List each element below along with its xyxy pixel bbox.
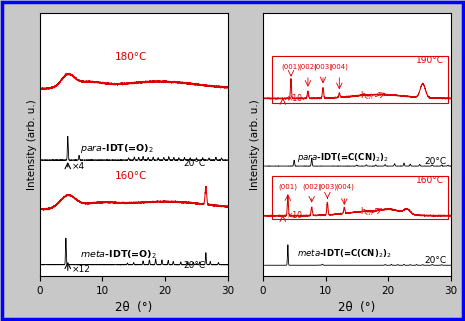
Text: (003): (003) — [313, 63, 332, 70]
Text: ×10: ×10 — [287, 94, 303, 103]
Text: 20°C: 20°C — [424, 157, 446, 166]
Text: ×4: ×4 — [72, 162, 85, 171]
X-axis label: 2θ  (°): 2θ (°) — [115, 301, 153, 314]
Text: h$_{ch}$: h$_{ch}$ — [360, 206, 374, 218]
Bar — [272, 56, 448, 103]
Text: 160°C: 160°C — [416, 176, 444, 185]
X-axis label: 2θ  (°): 2θ (°) — [338, 301, 376, 314]
Text: (001): (001) — [279, 184, 297, 190]
Text: (002): (002) — [302, 184, 321, 190]
Bar — [272, 176, 448, 219]
Text: 20°C: 20°C — [184, 262, 206, 271]
Text: $\mathit{meta}$-IDT(=O)$_2$: $\mathit{meta}$-IDT(=O)$_2$ — [80, 248, 157, 261]
Text: 20°C: 20°C — [424, 256, 446, 265]
Text: 160°C: 160°C — [115, 171, 147, 181]
Text: (002): (002) — [299, 63, 317, 70]
Text: (001): (001) — [281, 63, 300, 70]
Text: ×12: ×12 — [72, 265, 91, 274]
Y-axis label: Intensity (arb. u.): Intensity (arb. u.) — [27, 99, 37, 190]
Text: h$_{ch}$: h$_{ch}$ — [360, 90, 374, 102]
Text: (004): (004) — [330, 63, 349, 70]
Text: $\mathit{para}$-IDT(=O)$_2$: $\mathit{para}$-IDT(=O)$_2$ — [80, 142, 154, 155]
Text: 20°C: 20°C — [184, 159, 206, 168]
Text: 190°C: 190°C — [416, 56, 444, 65]
Text: (004): (004) — [335, 184, 354, 190]
Y-axis label: Intensity (arb. u.): Intensity (arb. u.) — [250, 99, 260, 190]
Text: (003): (003) — [318, 184, 337, 190]
Text: $\mathit{meta}$-IDT(=C(CN)$_2$)$_2$: $\mathit{meta}$-IDT(=C(CN)$_2$)$_2$ — [297, 247, 392, 260]
Text: 180°C: 180°C — [115, 52, 147, 62]
Text: $\mathit{para}$-IDT(=C(CN)$_2$)$_2$: $\mathit{para}$-IDT(=C(CN)$_2$)$_2$ — [297, 151, 389, 164]
Text: ×10: ×10 — [287, 211, 303, 221]
